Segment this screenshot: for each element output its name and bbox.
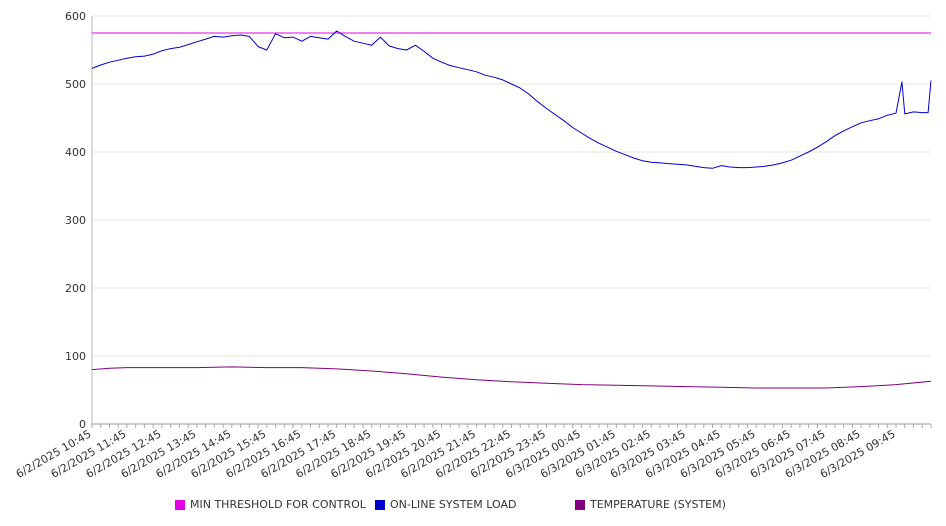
y-tick-label: 500 <box>65 78 86 91</box>
x-axis: 6/2/2025 10:456/2/2025 11:456/2/2025 12:… <box>14 423 932 481</box>
y-tick-label: 600 <box>65 10 86 23</box>
grid-lines <box>92 15 931 357</box>
legend: MIN THRESHOLD FOR CONTROL ON-LINE SYSTEM… <box>0 498 946 514</box>
legend-swatch-temperature <box>575 499 585 510</box>
legend-item-temperature[interactable]: TEMPERATURE (SYSTEM) <box>575 498 726 511</box>
series-line-temperature <box>91 366 932 389</box>
y-tick-label: 100 <box>65 350 86 363</box>
legend-item-threshold[interactable]: MIN THRESHOLD FOR CONTROL <box>175 498 366 511</box>
legend-item-system-load[interactable]: ON-LINE SYSTEM LOAD <box>375 498 516 511</box>
legend-label-system-load: ON-LINE SYSTEM LOAD <box>390 498 517 511</box>
legend-label-threshold: MIN THRESHOLD FOR CONTROL <box>190 498 366 511</box>
series-layer <box>91 30 932 389</box>
legend-swatch-system-load <box>375 499 385 510</box>
y-axis: 0 100 200 300 400 500 600 <box>65 10 93 431</box>
legend-label-temperature: TEMPERATURE (SYSTEM) <box>590 498 726 511</box>
y-tick-label: 0 <box>79 418 86 431</box>
series-line-system-load <box>91 30 932 169</box>
y-tick-label: 200 <box>65 282 86 295</box>
y-tick-label: 300 <box>65 214 86 227</box>
y-tick-label: 400 <box>65 146 86 159</box>
legend-swatch-threshold <box>175 499 185 510</box>
